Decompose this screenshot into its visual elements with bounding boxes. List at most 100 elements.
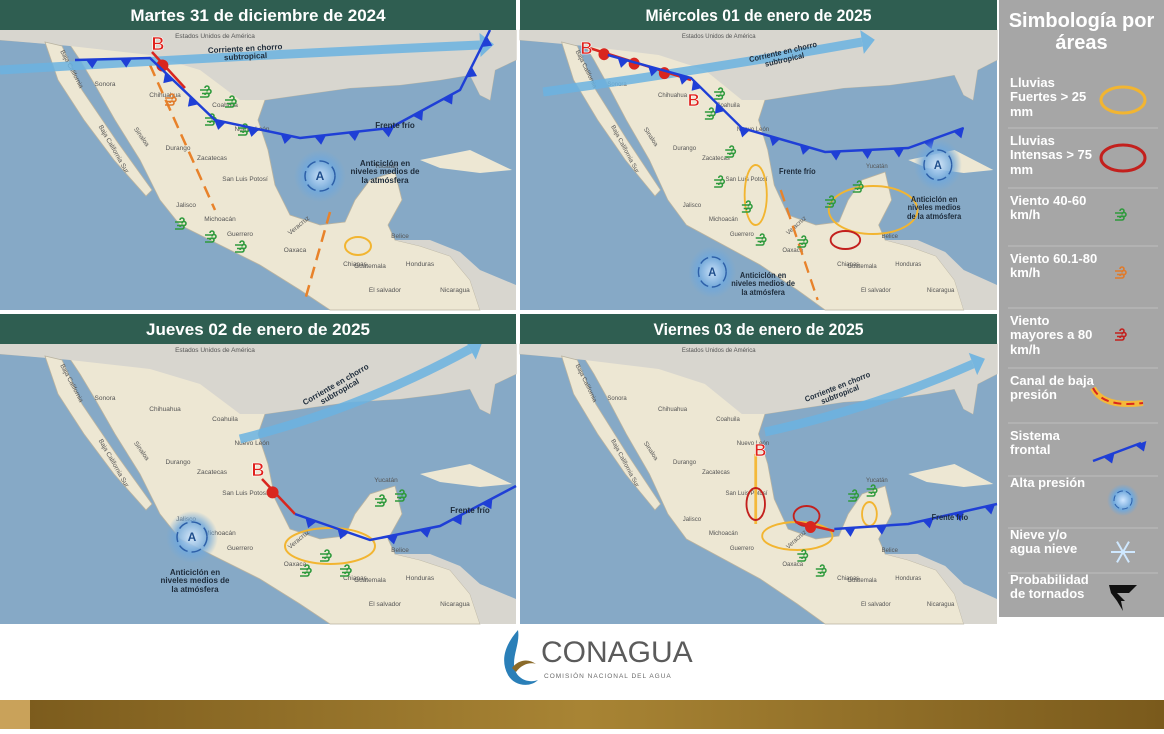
wind-symbol (375, 494, 387, 507)
cold-front-tooth (691, 80, 702, 91)
place-label: Coahuila (716, 102, 740, 109)
rain-heavy-area (743, 164, 768, 226)
place-label: Guatemala (847, 263, 877, 270)
wind-symbol (225, 95, 237, 108)
place-label: Belice (391, 547, 409, 554)
legend-label: Lluvias Intensas > 75 mm (1010, 134, 1093, 177)
place-label: Coahuila (212, 416, 238, 423)
cold-front-line (294, 484, 517, 542)
high-pressure-ring (923, 149, 953, 181)
wind-stroke (755, 240, 765, 246)
place-label: Guatemala (354, 577, 386, 584)
map-annotation-box: Anticiclón en niveles medios de la atmós… (907, 196, 961, 221)
place-label: San Luis Potosí (222, 176, 268, 183)
map-annotation-box: Corriente en chorro subtropical (208, 42, 283, 62)
panel-title: Miércoles 01 de enero de 2025 (645, 6, 871, 25)
cold-front-tooth (844, 527, 856, 537)
legend-label: Nieve y/o agua nieve (1010, 528, 1078, 557)
wind-stroke (714, 94, 724, 100)
legend: Lluvias Fuertes > 25 mm Lluvias Intensas … (1008, 76, 1158, 611)
place-label: Michoacán (709, 530, 739, 537)
place-label: Jalisco (176, 202, 196, 209)
wind-symbol (1115, 328, 1127, 341)
place-label: Nuevo León (234, 440, 269, 447)
forecast-panel: Estados Unidos de América Sonora Chihuahua… (0, 314, 517, 625)
wind-stroke (1115, 215, 1125, 221)
land-central (885, 240, 997, 310)
wind-symbol (797, 549, 809, 562)
high-pressure-label: A (188, 530, 197, 544)
place-label: Guerrero (730, 231, 755, 238)
cold-front-tooth (1135, 440, 1147, 452)
place-label: Belice (882, 547, 899, 554)
wind-symbol (340, 564, 352, 577)
wind-symbol (200, 85, 212, 98)
low-pressure-label: B (252, 460, 265, 480)
jet-arrowhead (860, 30, 875, 54)
wind-symbol (848, 489, 860, 502)
jet-arrowhead (968, 352, 985, 376)
place-label: Guatemala (354, 263, 386, 270)
wind-symbol (175, 217, 187, 230)
place-label: Durango (673, 145, 697, 152)
place-label: Nicaragua (440, 601, 470, 608)
legend-icon (1113, 490, 1133, 510)
place-label: San Luis Potosí (725, 490, 767, 497)
high-pressure-halo (913, 139, 962, 191)
wind-stroke (205, 120, 215, 126)
place-label: El salvador (369, 601, 402, 608)
wind-stroke (175, 224, 185, 230)
map-annotation: Frente frío (931, 514, 969, 522)
wind-stroke (852, 187, 862, 193)
cold-front-tooth (1103, 452, 1115, 464)
cold-front-line (834, 502, 998, 531)
legend-label-box: Lluvias Intensas > 75 mm (1010, 134, 1093, 177)
place-label: Chiapas (837, 575, 859, 582)
cold-front-tooth (381, 127, 394, 138)
panel-title: Viernes 03 de enero de 2025 (653, 320, 863, 339)
footer-bar (0, 700, 1164, 729)
place-label: Belice (882, 233, 899, 240)
panel-header (0, 0, 516, 30)
place-label: Honduras (406, 575, 435, 582)
cold-front-tooth (119, 58, 132, 68)
place-label: Zacatecas (197, 155, 228, 162)
logo-bird (512, 660, 536, 672)
panel-title: Jueves 02 de enero de 2025 (146, 320, 370, 339)
legend-icon (1109, 585, 1137, 611)
cold-front-tooth (85, 59, 98, 69)
cold-front-tooth (714, 102, 725, 114)
high-pressure-halo (294, 150, 346, 202)
land (519, 29, 998, 311)
map-annotation-box: Anticiclón en niveles medios de la atmós… (731, 272, 795, 297)
panel-title: Martes 31 de diciembre de 2024 (130, 6, 386, 25)
cold-front-line (74, 29, 492, 140)
wind-stroke (320, 556, 330, 562)
wind-symbol (1115, 208, 1127, 221)
wind-stroke (725, 152, 735, 158)
map-annotation-box: Anticiclón en niveles medios de la atmós… (161, 569, 230, 594)
place-label: Belice (391, 233, 409, 240)
wind-stroke (797, 242, 807, 248)
legend-title-box: Simbología por áreas (1009, 10, 1155, 54)
legend-label: Canal de baja presión (1010, 374, 1094, 403)
wind-symbol (1115, 266, 1127, 279)
place-label: Zacatecas (702, 469, 730, 476)
land (0, 29, 517, 311)
land (0, 343, 517, 625)
jet-stream (0, 40, 481, 75)
jet-stream (764, 359, 975, 437)
place-label: Chihuahua (149, 92, 181, 99)
wind-symbol (165, 93, 177, 106)
wind-symbol (852, 180, 864, 193)
wind-stroke (205, 237, 215, 243)
wind-symbol (235, 240, 247, 253)
place-label: Oaxaca (782, 561, 803, 568)
warm-front-line (261, 478, 296, 515)
logo-subtitle: COMISIÓN NACIONAL DEL AGUA (544, 671, 672, 680)
legend-label-box: Probabilidad de tornados (1010, 573, 1089, 601)
place-label: Sonora (95, 395, 116, 402)
rain-heavy-area (344, 236, 372, 256)
wind-stroke (848, 496, 858, 502)
